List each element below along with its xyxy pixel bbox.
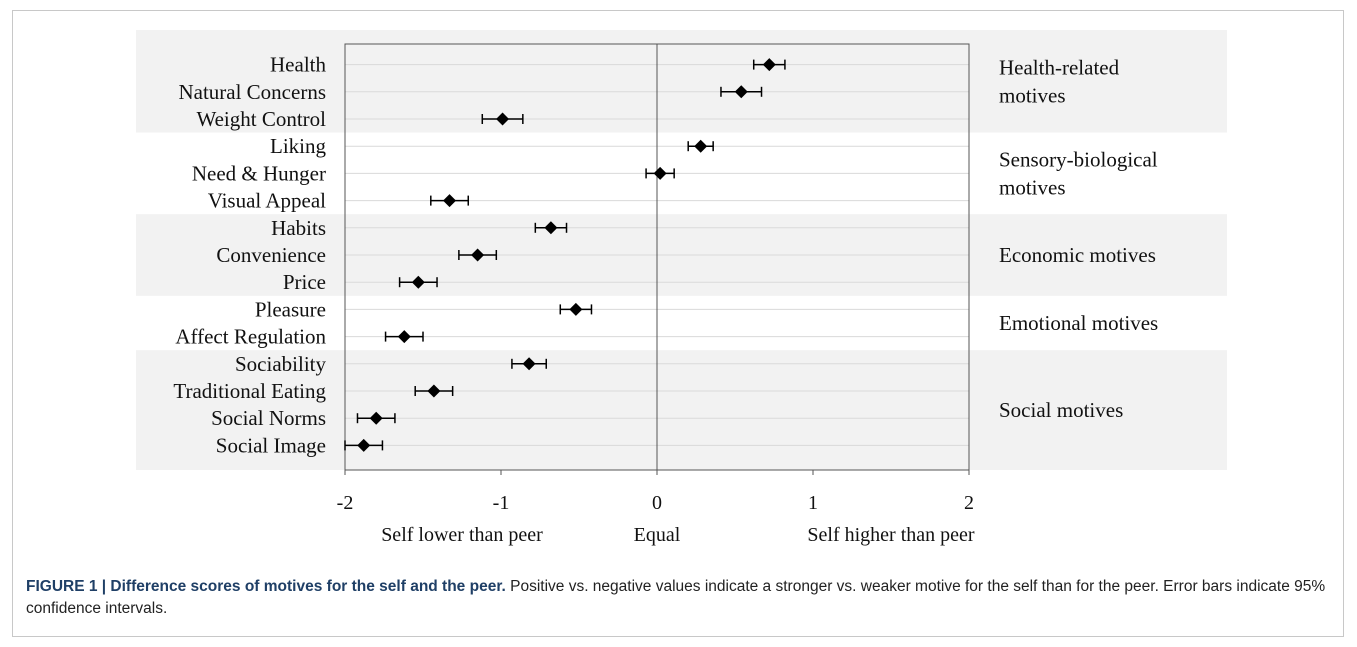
x-tick-label-3: 1 xyxy=(808,492,818,514)
point-marker-7 xyxy=(471,248,485,262)
motive-label-10: Affect Regulation xyxy=(175,325,326,349)
x-anchor-label-0: Self lower than peer xyxy=(381,524,543,546)
x-anchor-labels: Self lower than peer Equal Self higher tha… xyxy=(381,524,975,546)
motive-labels: Health Natural Concerns Weight Control Liki… xyxy=(173,53,326,458)
data-marks xyxy=(344,58,786,452)
group-labels: Health-related motives Sensory-biological m… xyxy=(999,55,1158,422)
motive-label-13: Social Norms xyxy=(211,406,326,430)
motive-label-0: Health xyxy=(270,53,326,77)
figure-caption: FIGURE 1 | Difference scores of motives … xyxy=(26,576,1326,620)
motive-label-2: Weight Control xyxy=(196,107,326,131)
group-band-0 xyxy=(136,30,1227,133)
group-label-0-1: motives xyxy=(999,83,1066,107)
x-ticks: -2 -1 0 1 2 xyxy=(337,470,974,514)
point-marker-2 xyxy=(496,112,510,126)
point-marker-10 xyxy=(397,330,411,344)
motive-label-1: Natural Concerns xyxy=(178,80,326,104)
group-bands xyxy=(136,30,1227,470)
motive-label-7: Convenience xyxy=(216,243,326,267)
point-marker-5 xyxy=(443,194,457,208)
x-anchor-label-2: Self higher than peer xyxy=(807,524,974,546)
group-label-1-0: Sensory-biological xyxy=(999,147,1158,171)
motive-label-12: Traditional Eating xyxy=(173,379,326,403)
motive-label-11: Sociability xyxy=(235,352,326,376)
motive-label-6: Habits xyxy=(271,216,326,240)
caption-text: Positive vs. negative values indicate a … xyxy=(26,578,1326,617)
motive-label-9: Pleasure xyxy=(255,297,326,321)
x-anchor-label-1: Equal xyxy=(634,524,681,546)
point-marker-8 xyxy=(411,275,425,289)
point-marker-3 xyxy=(694,139,708,153)
x-tick-label-4: 2 xyxy=(964,492,974,514)
group-label-1-1: motives xyxy=(999,175,1066,199)
caption-title: FIGURE 1 | Difference scores of motives … xyxy=(26,578,506,595)
group-label-3-0: Emotional motives xyxy=(999,311,1158,335)
point-marker-9 xyxy=(569,302,583,316)
group-label-2-0: Economic motives xyxy=(999,243,1156,267)
point-marker-14 xyxy=(357,438,371,452)
x-tick-label-1: -1 xyxy=(493,492,510,514)
point-marker-13 xyxy=(369,411,383,425)
point-marker-1 xyxy=(734,85,748,99)
motive-label-8: Price xyxy=(283,270,326,294)
group-label-0-0: Health-related xyxy=(999,55,1120,79)
point-marker-0 xyxy=(762,58,776,72)
x-tick-label-2: 0 xyxy=(652,492,662,514)
point-marker-12 xyxy=(427,384,441,398)
group-label-4-0: Social motives xyxy=(999,398,1123,422)
point-marker-4 xyxy=(653,166,667,180)
motive-label-3: Liking xyxy=(270,134,326,158)
point-marker-11 xyxy=(522,357,536,371)
point-marker-6 xyxy=(544,221,558,235)
motive-label-5: Visual Appeal xyxy=(208,189,326,213)
motive-label-14: Social Image xyxy=(216,433,326,457)
motive-label-4: Need & Hunger xyxy=(192,161,326,185)
group-band-4 xyxy=(136,350,1227,470)
x-tick-label-0: -2 xyxy=(337,492,354,514)
